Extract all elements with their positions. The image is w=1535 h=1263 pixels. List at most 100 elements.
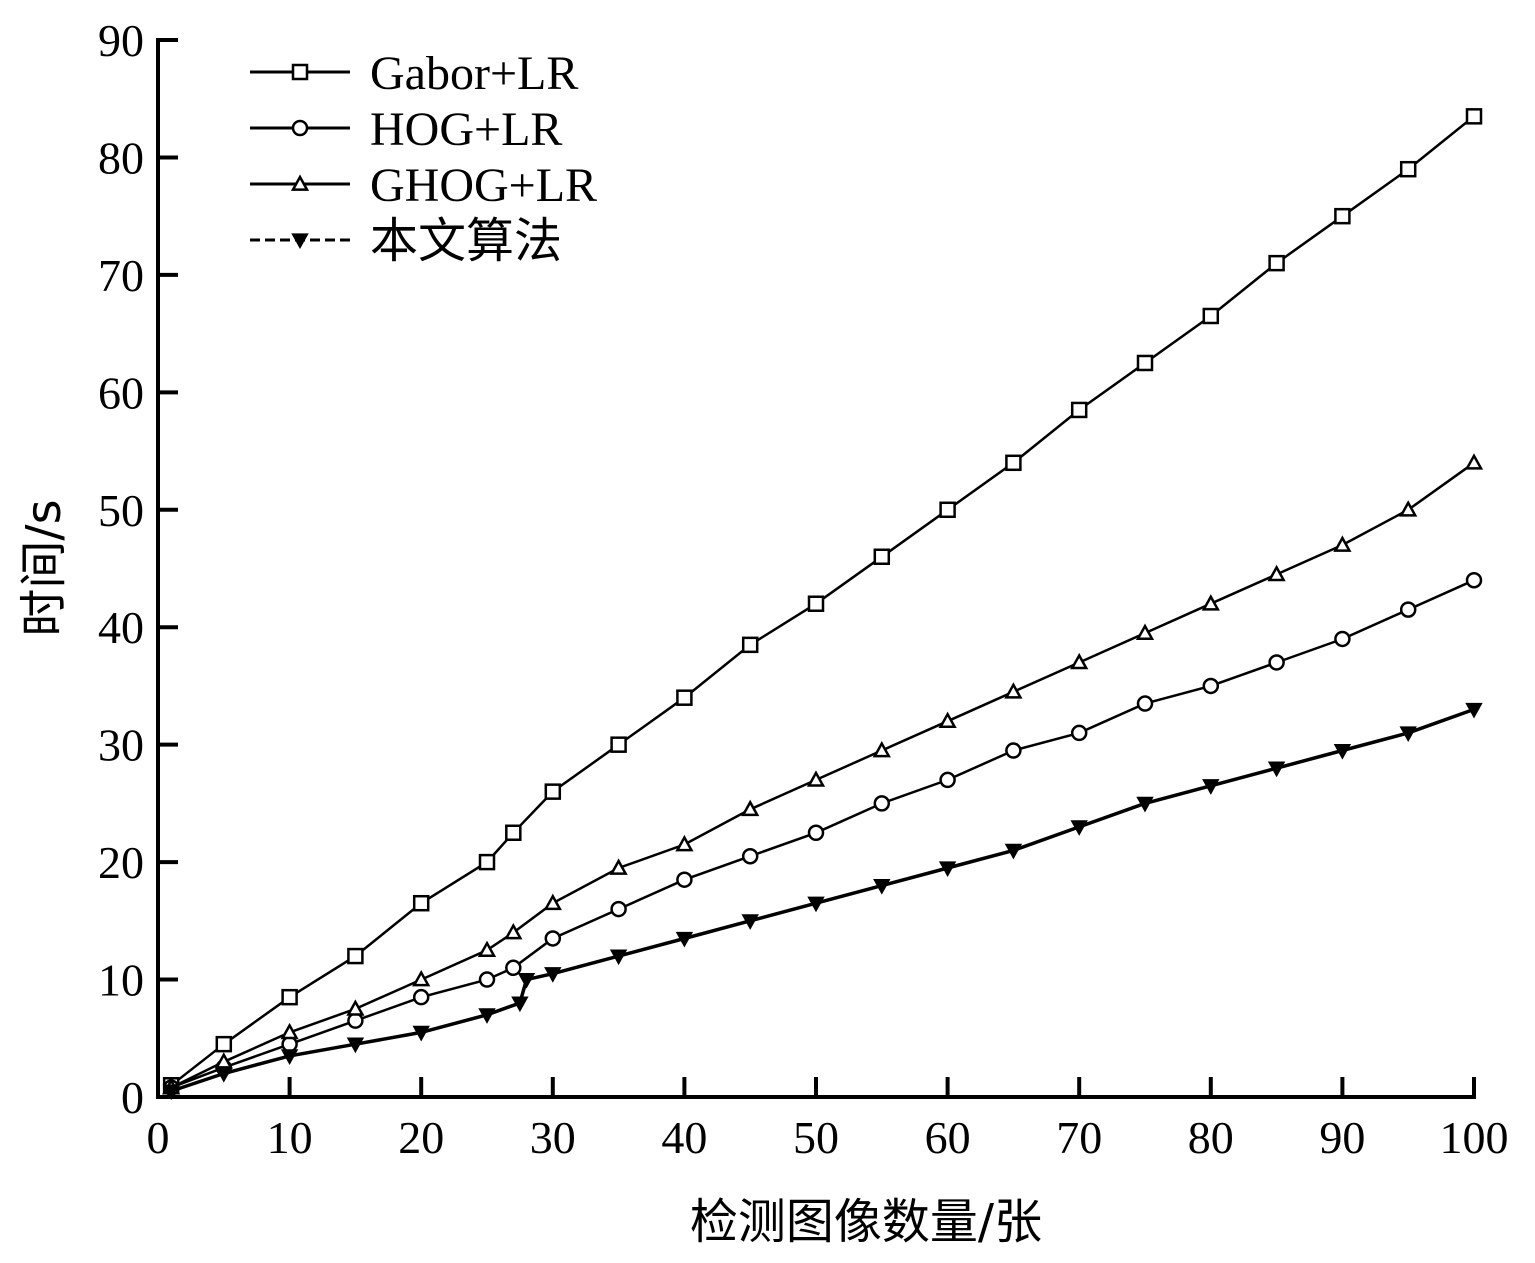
data-point — [1399, 601, 1417, 618]
y-tick-label: 20 — [98, 837, 144, 888]
series — [162, 702, 1483, 1101]
series-line — [170, 579, 1475, 1089]
data-point — [1201, 594, 1220, 611]
data-point — [1202, 677, 1220, 695]
data-point — [280, 1049, 299, 1065]
data-point — [1070, 724, 1088, 742]
data-point — [1005, 454, 1022, 472]
data-point — [544, 783, 562, 800]
data-point — [505, 959, 522, 977]
legend-item: 本文算法 — [250, 215, 562, 268]
data-point — [412, 894, 430, 912]
y-ticks: 0 10 20 30 40 50 60 70 80 90 — [98, 15, 178, 1123]
x-tick-label: 90 — [1319, 1112, 1365, 1163]
data-point — [873, 795, 891, 812]
data-point — [806, 770, 826, 787]
data-point — [544, 930, 562, 947]
data-point — [505, 824, 522, 841]
y-axis-title: 时间/s — [16, 499, 72, 636]
data-point — [1399, 160, 1417, 178]
y-tick-label: 70 — [98, 250, 144, 301]
legend-label: 本文算法 — [370, 215, 562, 268]
legend-item: GHOG+LR — [250, 159, 597, 212]
legend-label: Gabor+LR — [370, 47, 578, 100]
x-tick-label: 20 — [398, 1112, 444, 1163]
y-tick-label: 60 — [98, 367, 144, 418]
data-point — [412, 969, 431, 987]
data-point — [291, 63, 309, 81]
data-point — [215, 1066, 233, 1083]
data-point — [1202, 307, 1220, 325]
data-point — [544, 967, 562, 983]
data-point — [412, 988, 430, 1006]
data-point — [1136, 695, 1154, 712]
data-point — [543, 893, 562, 911]
x-tick-label: 50 — [793, 1112, 839, 1163]
data-point — [938, 861, 957, 878]
data-point — [347, 947, 364, 965]
series-line — [170, 115, 1475, 1087]
data-point — [1267, 761, 1286, 778]
data-point — [1399, 726, 1417, 742]
data-point — [1004, 682, 1023, 699]
data-point — [1070, 820, 1088, 836]
data-point — [1464, 453, 1484, 470]
x-tick-label: 100 — [1440, 1112, 1509, 1163]
data-point — [517, 972, 536, 989]
legend-label: HOG+LR — [370, 103, 562, 156]
data-point — [741, 799, 760, 817]
data-point — [741, 914, 759, 930]
y-tick-label: 30 — [98, 720, 144, 771]
data-point — [1465, 108, 1483, 125]
data-point — [609, 949, 628, 966]
data-point — [1004, 843, 1023, 860]
data-point — [346, 999, 365, 1016]
series-layer — [162, 108, 1484, 1101]
data-point — [1005, 742, 1022, 759]
y-tick-label: 90 — [98, 15, 144, 66]
data-point — [504, 923, 523, 940]
y-tick-label: 10 — [98, 955, 144, 1006]
data-point — [1136, 796, 1154, 813]
data-point — [609, 858, 628, 875]
data-point — [939, 771, 956, 789]
series-line — [170, 461, 1475, 1089]
y-tick-label: 50 — [98, 485, 144, 536]
data-point — [1465, 571, 1483, 589]
x-tick-label: 70 — [1056, 1112, 1102, 1163]
data-point — [1268, 254, 1285, 272]
x-tick-label: 30 — [530, 1112, 576, 1163]
data-point — [1070, 401, 1088, 419]
data-point — [676, 689, 693, 706]
y-tick-label: 40 — [98, 602, 144, 653]
data-point — [1334, 207, 1351, 225]
data-point — [412, 1025, 430, 1042]
data-point — [873, 548, 891, 566]
x-tick-label: 40 — [661, 1112, 707, 1163]
data-point — [1202, 779, 1220, 795]
legend-item: HOG+LR — [250, 103, 562, 156]
data-point — [281, 988, 298, 1006]
data-point — [807, 824, 825, 841]
data-point — [1136, 354, 1154, 372]
data-point — [741, 847, 759, 865]
data-point — [873, 879, 891, 895]
data-point — [1268, 654, 1285, 671]
data-point — [938, 711, 957, 729]
data-point — [1333, 535, 1352, 552]
data-point — [214, 1052, 233, 1069]
data-point — [610, 900, 627, 918]
data-point — [610, 736, 627, 753]
data-point — [676, 871, 693, 888]
x-tick-label: 10 — [267, 1112, 313, 1163]
legend-label: GHOG+LR — [370, 159, 597, 212]
data-point — [280, 1022, 299, 1040]
data-point — [1333, 743, 1352, 760]
data-point — [511, 996, 529, 1013]
series — [162, 571, 1483, 1096]
series — [162, 453, 1484, 1095]
x-tick-label: 80 — [1188, 1112, 1234, 1163]
data-point — [1135, 623, 1155, 640]
legend-item: Gabor+LR — [250, 47, 578, 100]
